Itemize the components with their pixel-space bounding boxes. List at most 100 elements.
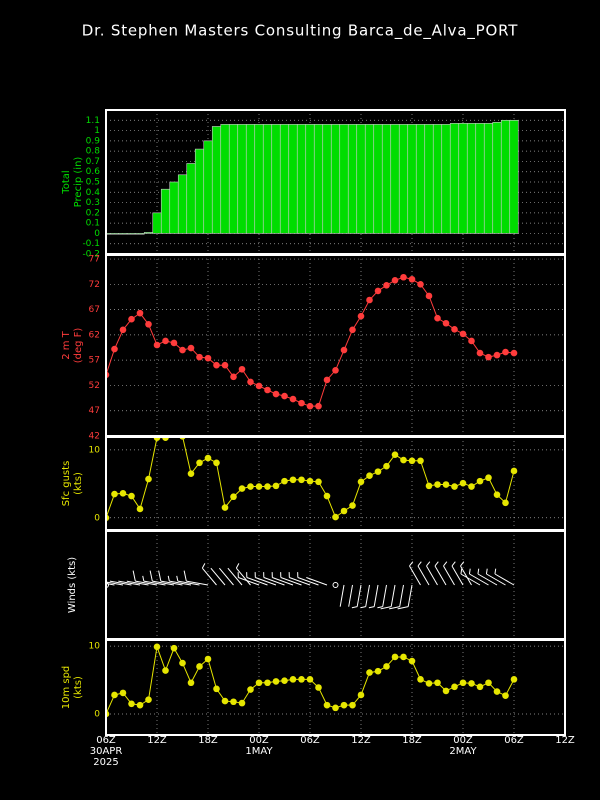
- marker: [281, 477, 288, 485]
- y-tick-label: 42: [89, 432, 100, 442]
- marker: [323, 376, 331, 384]
- wind-barb: [158, 570, 183, 586]
- y-tick-label: 10: [89, 445, 101, 455]
- wind-barb: [271, 572, 294, 586]
- x-date-label: 30APR: [90, 746, 123, 757]
- marker: [391, 451, 399, 458]
- wind-barb: [348, 584, 353, 607]
- wind-barb: [417, 561, 430, 586]
- marker: [187, 344, 195, 352]
- marker: [145, 320, 152, 328]
- y-axis-label: Winds (kts): [67, 557, 78, 613]
- bar: [415, 124, 426, 234]
- marker: [357, 691, 365, 699]
- bar: [313, 124, 324, 234]
- bar: [509, 119, 519, 234]
- marker: [332, 704, 339, 712]
- bar: [466, 123, 477, 234]
- y-tick-label: 57: [89, 356, 100, 366]
- wind-barb: [409, 561, 421, 586]
- marker: [349, 502, 356, 509]
- marker: [204, 354, 212, 362]
- marker: [510, 467, 518, 475]
- calm: [106, 582, 109, 588]
- marker: [349, 701, 356, 709]
- marker: [111, 691, 118, 699]
- bar: [211, 126, 222, 234]
- marker: [213, 685, 220, 693]
- calm: [332, 582, 339, 588]
- y-tick-label: 72: [89, 280, 100, 290]
- marker: [247, 686, 254, 693]
- marker: [179, 659, 186, 667]
- marker: [476, 349, 484, 357]
- marker: [170, 339, 178, 347]
- marker: [255, 483, 263, 490]
- bar: [483, 123, 494, 234]
- bar: [169, 181, 179, 234]
- marker: [459, 330, 467, 338]
- marker: [374, 287, 382, 295]
- marker: [323, 492, 331, 500]
- y-axis-label: Total: [61, 170, 72, 194]
- marker: [264, 386, 271, 394]
- marker: [374, 667, 382, 675]
- marker: [247, 483, 254, 490]
- marker: [383, 462, 390, 470]
- marker: [315, 478, 322, 486]
- y-tick-label: 62: [89, 330, 100, 340]
- marker: [451, 683, 458, 691]
- y-axis-label: 2 m T: [61, 330, 72, 359]
- marker: [281, 677, 288, 685]
- y-tick-label: 0.6: [86, 167, 101, 177]
- marker: [442, 319, 450, 327]
- bar: [194, 148, 205, 234]
- marker: [383, 282, 390, 289]
- marker: [136, 505, 144, 513]
- wind-barb: [451, 561, 464, 586]
- x-tick-label: 12Z: [147, 735, 167, 746]
- marker: [238, 485, 246, 492]
- x-date-label: 2MAY: [449, 746, 477, 757]
- panel: [106, 110, 565, 254]
- y-tick-label: 0: [94, 709, 100, 719]
- marker: [128, 315, 135, 323]
- y-tick-label: 10: [89, 642, 101, 652]
- marker: [391, 276, 399, 284]
- wind-barb: [167, 575, 192, 586]
- marker: [510, 676, 518, 683]
- chart-title: Dr. Stephen Masters Consulting Barca_de_…: [82, 22, 518, 41]
- y-tick-label: 0.1: [86, 219, 100, 229]
- y-tick-label: 0.2: [86, 208, 100, 218]
- y-tick-label: 52: [89, 381, 100, 391]
- marker: [417, 457, 424, 465]
- wind-barb: [380, 584, 396, 610]
- wind-barb: [306, 577, 328, 586]
- marker: [153, 643, 161, 651]
- marker: [119, 689, 127, 697]
- bar: [160, 188, 171, 234]
- marker: [391, 653, 399, 661]
- marker: [238, 365, 246, 373]
- marker: [187, 679, 195, 687]
- wind-barb: [176, 575, 200, 586]
- wind-barb: [339, 584, 345, 607]
- marker: [417, 676, 424, 683]
- marker: [221, 504, 229, 511]
- marker: [366, 669, 373, 676]
- wind-barb: [460, 568, 481, 586]
- wind-barb: [149, 570, 175, 586]
- x-tick-label: 12Z: [555, 735, 575, 746]
- bar: [500, 119, 511, 234]
- y-tick-label: 0.3: [86, 198, 100, 208]
- bar: [330, 124, 341, 234]
- bar: [449, 123, 460, 234]
- bar: [390, 124, 400, 234]
- marker: [213, 361, 220, 369]
- marker: [366, 472, 373, 479]
- y-tick-label: 77: [89, 255, 100, 265]
- marker: [128, 492, 135, 500]
- bar: [109, 233, 120, 235]
- bar: [407, 124, 417, 234]
- wind-barb: [227, 567, 243, 586]
